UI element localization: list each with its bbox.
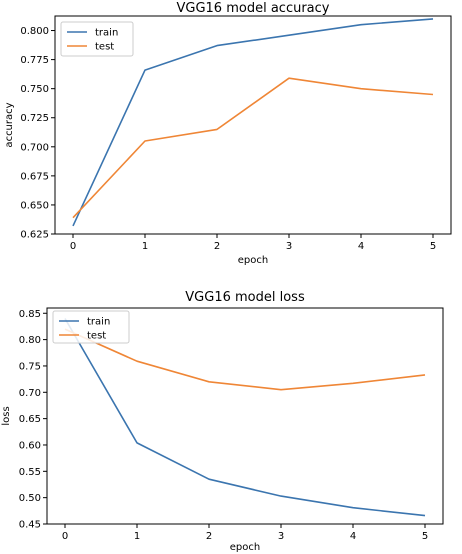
legend-label-train: train [95, 28, 118, 39]
legend-label-test: test [95, 42, 114, 53]
y-tick-label: 0.725 [20, 113, 49, 124]
y-tick-label: 0.65 [19, 414, 41, 425]
y-tick-label: 0.675 [20, 171, 49, 182]
x-tick-label: 5 [430, 241, 436, 252]
x-tick-label: 4 [358, 241, 364, 252]
y-tick-label: 0.75 [19, 361, 41, 372]
y-tick-label: 0.750 [20, 84, 49, 95]
x-tick-label: 1 [134, 531, 140, 542]
y-tick-label: 0.50 [19, 493, 41, 504]
y-tick-label: 0.650 [20, 200, 49, 211]
chart-title: VGG16 model accuracy [177, 1, 330, 16]
y-tick-label: 0.45 [19, 520, 41, 531]
y-tick-label: 0.700 [20, 142, 49, 153]
x-tick-label: 0 [70, 241, 76, 252]
y-tick-label: 0.55 [19, 467, 41, 478]
series-line-test [72, 77, 434, 219]
x-axis-label: epoch [238, 255, 268, 266]
x-tick-label: 1 [142, 241, 148, 252]
y-tick-label: 0.800 [20, 26, 49, 37]
x-tick-label: 2 [206, 531, 212, 542]
series-line-test [64, 328, 426, 391]
y-tick-label: 0.625 [20, 230, 49, 241]
chart-title: VGG16 model loss [185, 290, 305, 305]
series-line-train [72, 18, 434, 227]
y-tick-label: 0.70 [19, 388, 41, 399]
loss-chart: VGG16 model loss 0 1 2 3 4 5 0.45 0.50 0.55 0.60 0.… [1, 290, 444, 553]
y-axis-label: loss [1, 406, 12, 425]
accuracy-chart: VGG16 model accuracy 0 1 2 3 4 5 0.625 0.650 0.67… [4, 1, 452, 266]
x-tick-label: 3 [286, 241, 292, 252]
y-tick-label: 0.775 [20, 55, 49, 66]
plot-frame [46, 307, 444, 525]
legend-box [60, 21, 134, 57]
series-line-train [64, 318, 426, 517]
legend-label-train: train [87, 317, 110, 328]
x-axis-label: epoch [230, 542, 260, 553]
x-tick-label: 3 [278, 531, 284, 542]
y-tick-label: 0.85 [19, 309, 41, 320]
x-tick-label: 0 [62, 531, 68, 542]
y-axis-label: accuracy [4, 102, 15, 147]
x-tick-label: 4 [350, 531, 356, 542]
x-tick-label: 5 [422, 531, 428, 542]
plot-frame [54, 15, 452, 235]
y-tick-label: 0.80 [19, 335, 41, 346]
legend-label-test: test [87, 331, 106, 342]
x-tick-label: 2 [214, 241, 220, 252]
y-tick-label: 0.60 [19, 440, 41, 451]
